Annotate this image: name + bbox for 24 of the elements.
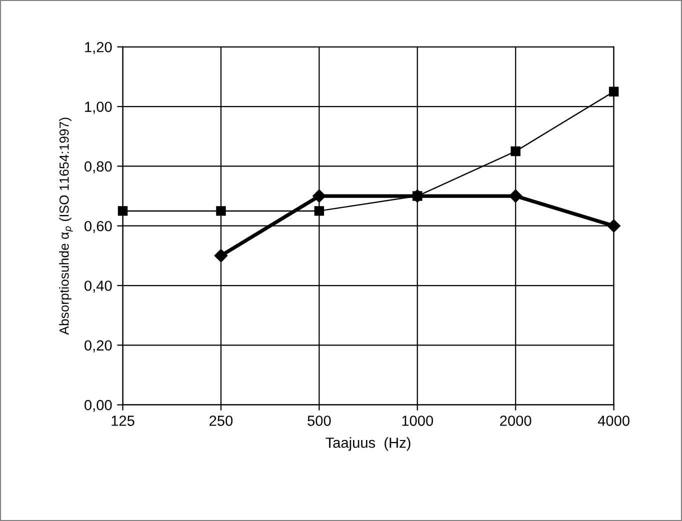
point — [118, 206, 128, 216]
point — [314, 206, 324, 216]
point — [214, 249, 228, 262]
x-tick-label: 2000 — [500, 416, 532, 426]
y-tick-label: 0,20 — [84, 340, 112, 352]
y-tick-label: 0,80 — [84, 161, 112, 174]
y-tick-label: 0,00 — [84, 400, 112, 412]
x-tick-label: 125 — [112, 416, 134, 426]
y-tick-label: 0,60 — [84, 220, 112, 234]
x-axis-title: Taajuus (Hz) — [326, 437, 410, 451]
x-tick-label: 250 — [210, 416, 233, 426]
point — [608, 86, 619, 96]
y-tick-label: 1,00 — [85, 102, 112, 114]
y-axis-title: Absorptiosuhde α$_{p}$ (ISO 11654:1997) — [59, 118, 73, 335]
y-tick-label: 1,20 — [85, 42, 112, 54]
point — [607, 219, 620, 232]
point — [510, 146, 520, 156]
point — [216, 206, 226, 216]
point — [312, 189, 326, 203]
y-tick-label: 0,40 — [84, 280, 112, 293]
x-tick-label: 1000 — [402, 416, 434, 426]
x-tick-label: 4000 — [598, 416, 630, 426]
point — [509, 189, 522, 203]
x-tick-label: 500 — [308, 416, 331, 426]
